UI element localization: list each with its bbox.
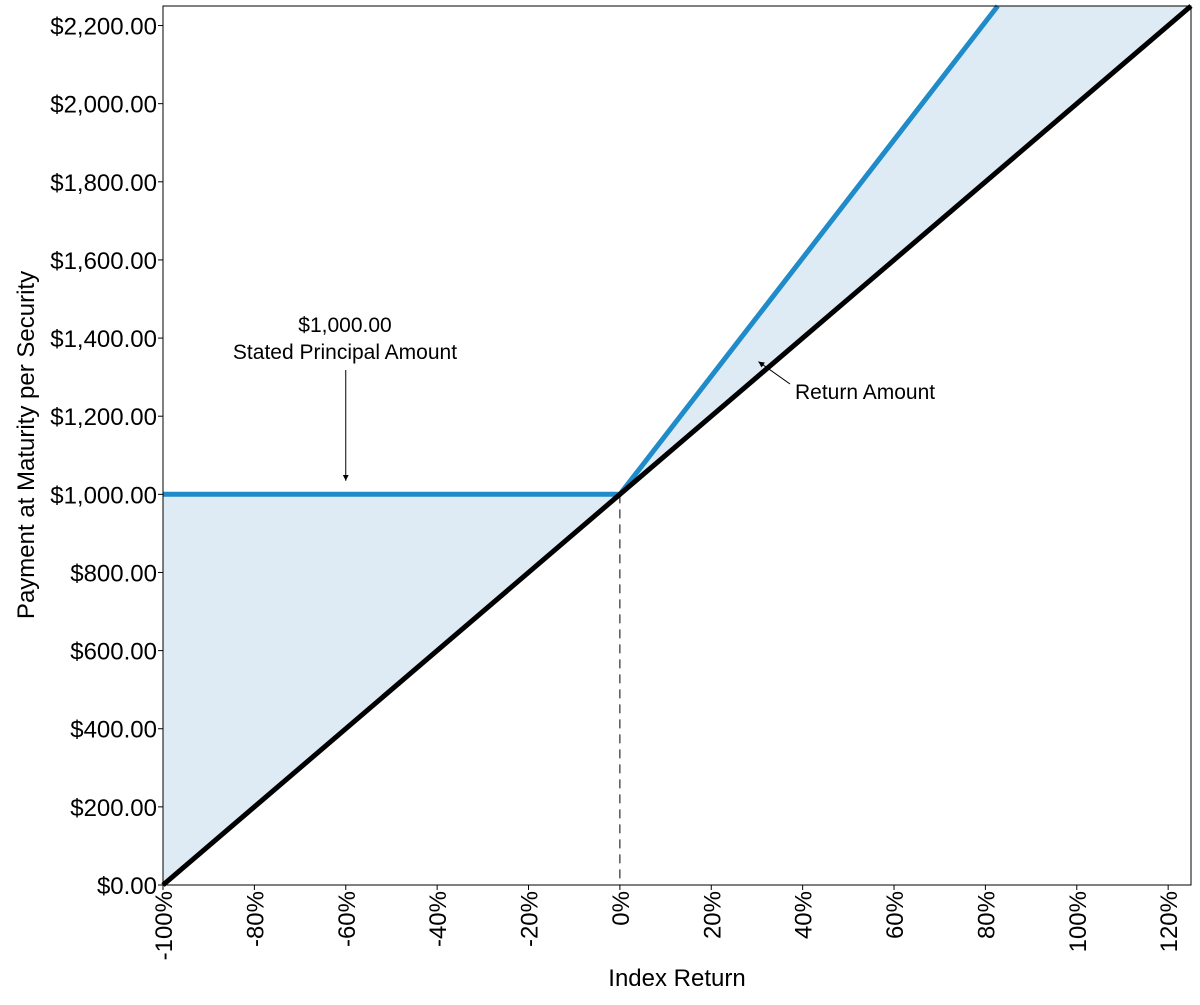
- y-tick-label: $200.00: [70, 795, 157, 822]
- x-tick-label: 100%: [1065, 891, 1092, 952]
- x-tick-label: -40%: [425, 891, 452, 947]
- y-tick-label: $2,000.00: [50, 92, 157, 119]
- x-tick-label: 120%: [1156, 891, 1183, 952]
- return-amount-annotation: Return Amount: [795, 381, 935, 404]
- y-tick-label: $2,200.00: [50, 14, 157, 41]
- x-tick-label: 20%: [699, 891, 726, 939]
- x-tick-label: 60%: [882, 891, 909, 939]
- x-tick-label: -20%: [517, 891, 544, 947]
- plot-frame: [162, 5, 1192, 886]
- x-tick-label: -80%: [242, 891, 269, 947]
- y-tick-label: $1,800.00: [50, 170, 157, 197]
- y-tick-label: $400.00: [70, 717, 157, 744]
- y-tick-label: $600.00: [70, 639, 157, 666]
- y-tick-label: $0.00: [97, 873, 157, 900]
- y-tick-label: $1,400.00: [50, 326, 157, 353]
- return-amount-annotation-arrow: [758, 361, 791, 385]
- y-tick-label: $1,200.00: [50, 404, 157, 431]
- y-tick-label: $800.00: [70, 560, 157, 587]
- y-axis-label: Payment at Maturity per Security: [13, 271, 40, 619]
- x-tick-label: 0%: [608, 891, 635, 926]
- x-tick-label: 40%: [791, 891, 818, 939]
- x-tick-label: -60%: [334, 891, 361, 947]
- index-performance-line: [161, 4, 1193, 887]
- y-tick-label: $1,000.00: [50, 482, 157, 509]
- x-axis-label: Index Return: [608, 965, 745, 992]
- principal-annotation-value: $1,000.00: [298, 314, 391, 337]
- x-tick-label: -100%: [151, 891, 178, 960]
- x-tick-label: 80%: [973, 891, 1000, 939]
- y-tick-label: $1,600.00: [50, 248, 157, 275]
- principal-annotation-label: Stated Principal Amount: [233, 341, 457, 364]
